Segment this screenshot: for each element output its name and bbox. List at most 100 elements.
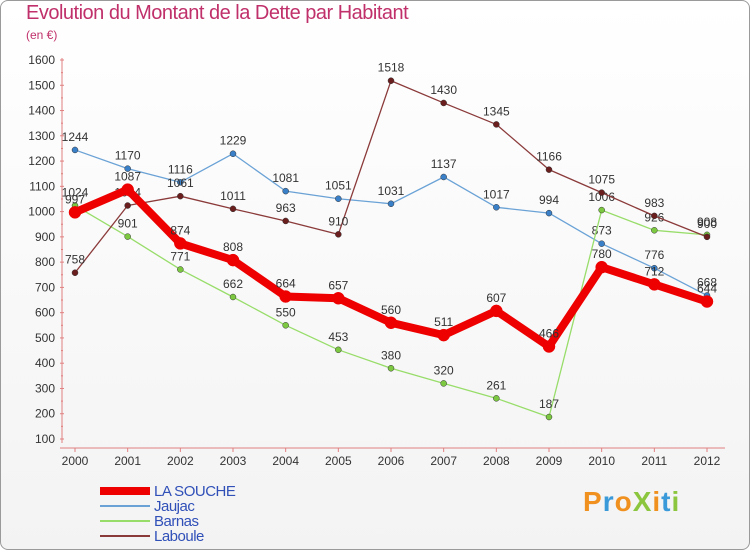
y-tick-label: 800 xyxy=(35,255,55,269)
logo-letter: P xyxy=(583,486,603,517)
data-label-la-souche: 607 xyxy=(486,291,506,305)
y-tick-label: 1200 xyxy=(28,154,55,168)
chart-title: Evolution du Montant de la Dette par Hab… xyxy=(26,2,409,24)
data-point-laboule xyxy=(282,217,289,225)
data-label-laboule: 1166 xyxy=(536,150,562,164)
data-point-la-souche xyxy=(437,328,450,342)
data-label-laboule: 983 xyxy=(644,196,664,210)
data-label-laboule: 963 xyxy=(276,201,296,215)
data-label-jaujac: 1051 xyxy=(325,179,352,193)
legend-label: Laboule xyxy=(154,528,204,545)
data-label-la-souche: 511 xyxy=(434,315,453,329)
data-point-la-souche xyxy=(332,292,345,305)
data-point-laboule xyxy=(124,202,131,209)
data-point-jaujac xyxy=(229,150,237,157)
data-point-laboule xyxy=(335,231,342,238)
data-label-barnas: 320 xyxy=(434,363,454,377)
data-point-barnas xyxy=(440,380,447,387)
data-label-la-souche: 874 xyxy=(170,223,190,237)
logo-letter: t xyxy=(661,486,672,517)
data-point-jaujac xyxy=(387,200,395,208)
data-point-barnas xyxy=(651,227,658,234)
data-point-laboule xyxy=(440,99,447,107)
data-label-la-souche: 466 xyxy=(539,327,559,341)
data-label-jaujac: 1116 xyxy=(168,162,193,176)
x-tick-label: 2005 xyxy=(325,454,352,468)
x-tick-label: 2002 xyxy=(167,454,194,468)
data-label-laboule: 1430 xyxy=(430,83,457,97)
y-tick-label: 1400 xyxy=(28,104,55,118)
logo-letter: o xyxy=(614,486,633,517)
data-point-laboule xyxy=(229,205,237,213)
data-label-la-souche: 997 xyxy=(65,192,85,206)
data-point-barnas xyxy=(282,322,289,329)
data-label-barnas: 901 xyxy=(118,217,138,231)
y-tick-label: 1000 xyxy=(28,205,55,219)
data-point-la-souche xyxy=(542,340,556,353)
data-point-barnas xyxy=(545,413,553,421)
x-tick-label: 2012 xyxy=(694,454,721,468)
data-point-jaujac xyxy=(440,173,447,181)
legend-swatch xyxy=(100,505,150,507)
y-tick-label: 900 xyxy=(35,230,55,244)
y-tick-label: 1600 xyxy=(28,53,55,67)
data-label-jaujac: 1017 xyxy=(483,187,510,201)
data-label-la-souche: 644 xyxy=(697,282,717,296)
y-tick-label: 300 xyxy=(35,381,55,395)
data-point-laboule xyxy=(387,77,395,84)
y-tick-label: 1100 xyxy=(29,179,55,193)
legend-swatch xyxy=(100,535,150,537)
data-point-la-souche xyxy=(700,295,714,308)
data-label-laboule: 758 xyxy=(65,253,85,267)
logo-letter: X xyxy=(632,486,653,517)
legend-swatch xyxy=(100,487,150,495)
data-point-laboule xyxy=(703,233,711,241)
data-label-laboule: 1061 xyxy=(167,176,194,190)
chart-unit-label: (en €) xyxy=(26,28,58,42)
x-tick-label: 2006 xyxy=(378,454,405,468)
y-tick-label: 100 xyxy=(35,432,55,446)
data-label-jaujac: 1229 xyxy=(220,134,247,148)
data-label-barnas: 187 xyxy=(539,397,559,411)
data-point-la-souche xyxy=(595,260,608,274)
data-point-barnas xyxy=(493,395,500,402)
data-label-laboule: 900 xyxy=(697,217,717,231)
data-label-jaujac: 1244 xyxy=(62,130,89,144)
data-point-la-souche xyxy=(174,237,187,250)
x-tick-label: 2007 xyxy=(430,454,457,468)
x-tick-label: 2011 xyxy=(641,454,667,468)
data-point-la-souche xyxy=(490,304,503,318)
data-point-barnas xyxy=(124,233,131,240)
logo-letter: i xyxy=(671,486,681,517)
data-label-barnas: 550 xyxy=(276,305,296,319)
data-point-barnas xyxy=(335,346,342,354)
x-tick-label: 2004 xyxy=(272,454,299,468)
data-label-barnas: 662 xyxy=(223,277,243,291)
data-label-barnas: 380 xyxy=(381,348,401,362)
data-point-jaujac xyxy=(651,264,658,272)
data-label-laboule: 1518 xyxy=(378,61,405,75)
data-label-jaujac: 776 xyxy=(644,248,664,262)
data-label-barnas: 261 xyxy=(486,378,506,392)
data-label-laboule: 910 xyxy=(328,214,348,228)
data-point-jaujac xyxy=(598,240,605,247)
data-point-laboule xyxy=(545,166,553,173)
data-label-jaujac: 668 xyxy=(697,275,717,289)
y-tick-label: 200 xyxy=(35,407,55,421)
x-tick-label: 2010 xyxy=(588,454,615,468)
data-point-la-souche xyxy=(68,206,82,219)
data-label-la-souche: 657 xyxy=(328,278,348,292)
y-tick-label: 1300 xyxy=(28,129,55,143)
data-point-laboule xyxy=(71,269,79,276)
y-tick-label: 500 xyxy=(35,331,55,345)
data-label-laboule: 1011 xyxy=(220,189,246,203)
data-label-la-souche: 808 xyxy=(223,240,243,254)
data-point-laboule xyxy=(177,192,184,200)
data-label-laboule: 1345 xyxy=(483,104,510,118)
x-tick-label: 2001 xyxy=(114,454,141,468)
data-label-jaujac: 1137 xyxy=(431,157,457,171)
y-tick-label: 1500 xyxy=(28,78,55,92)
data-point-la-souche xyxy=(226,253,240,267)
y-tick-label: 700 xyxy=(35,280,55,294)
